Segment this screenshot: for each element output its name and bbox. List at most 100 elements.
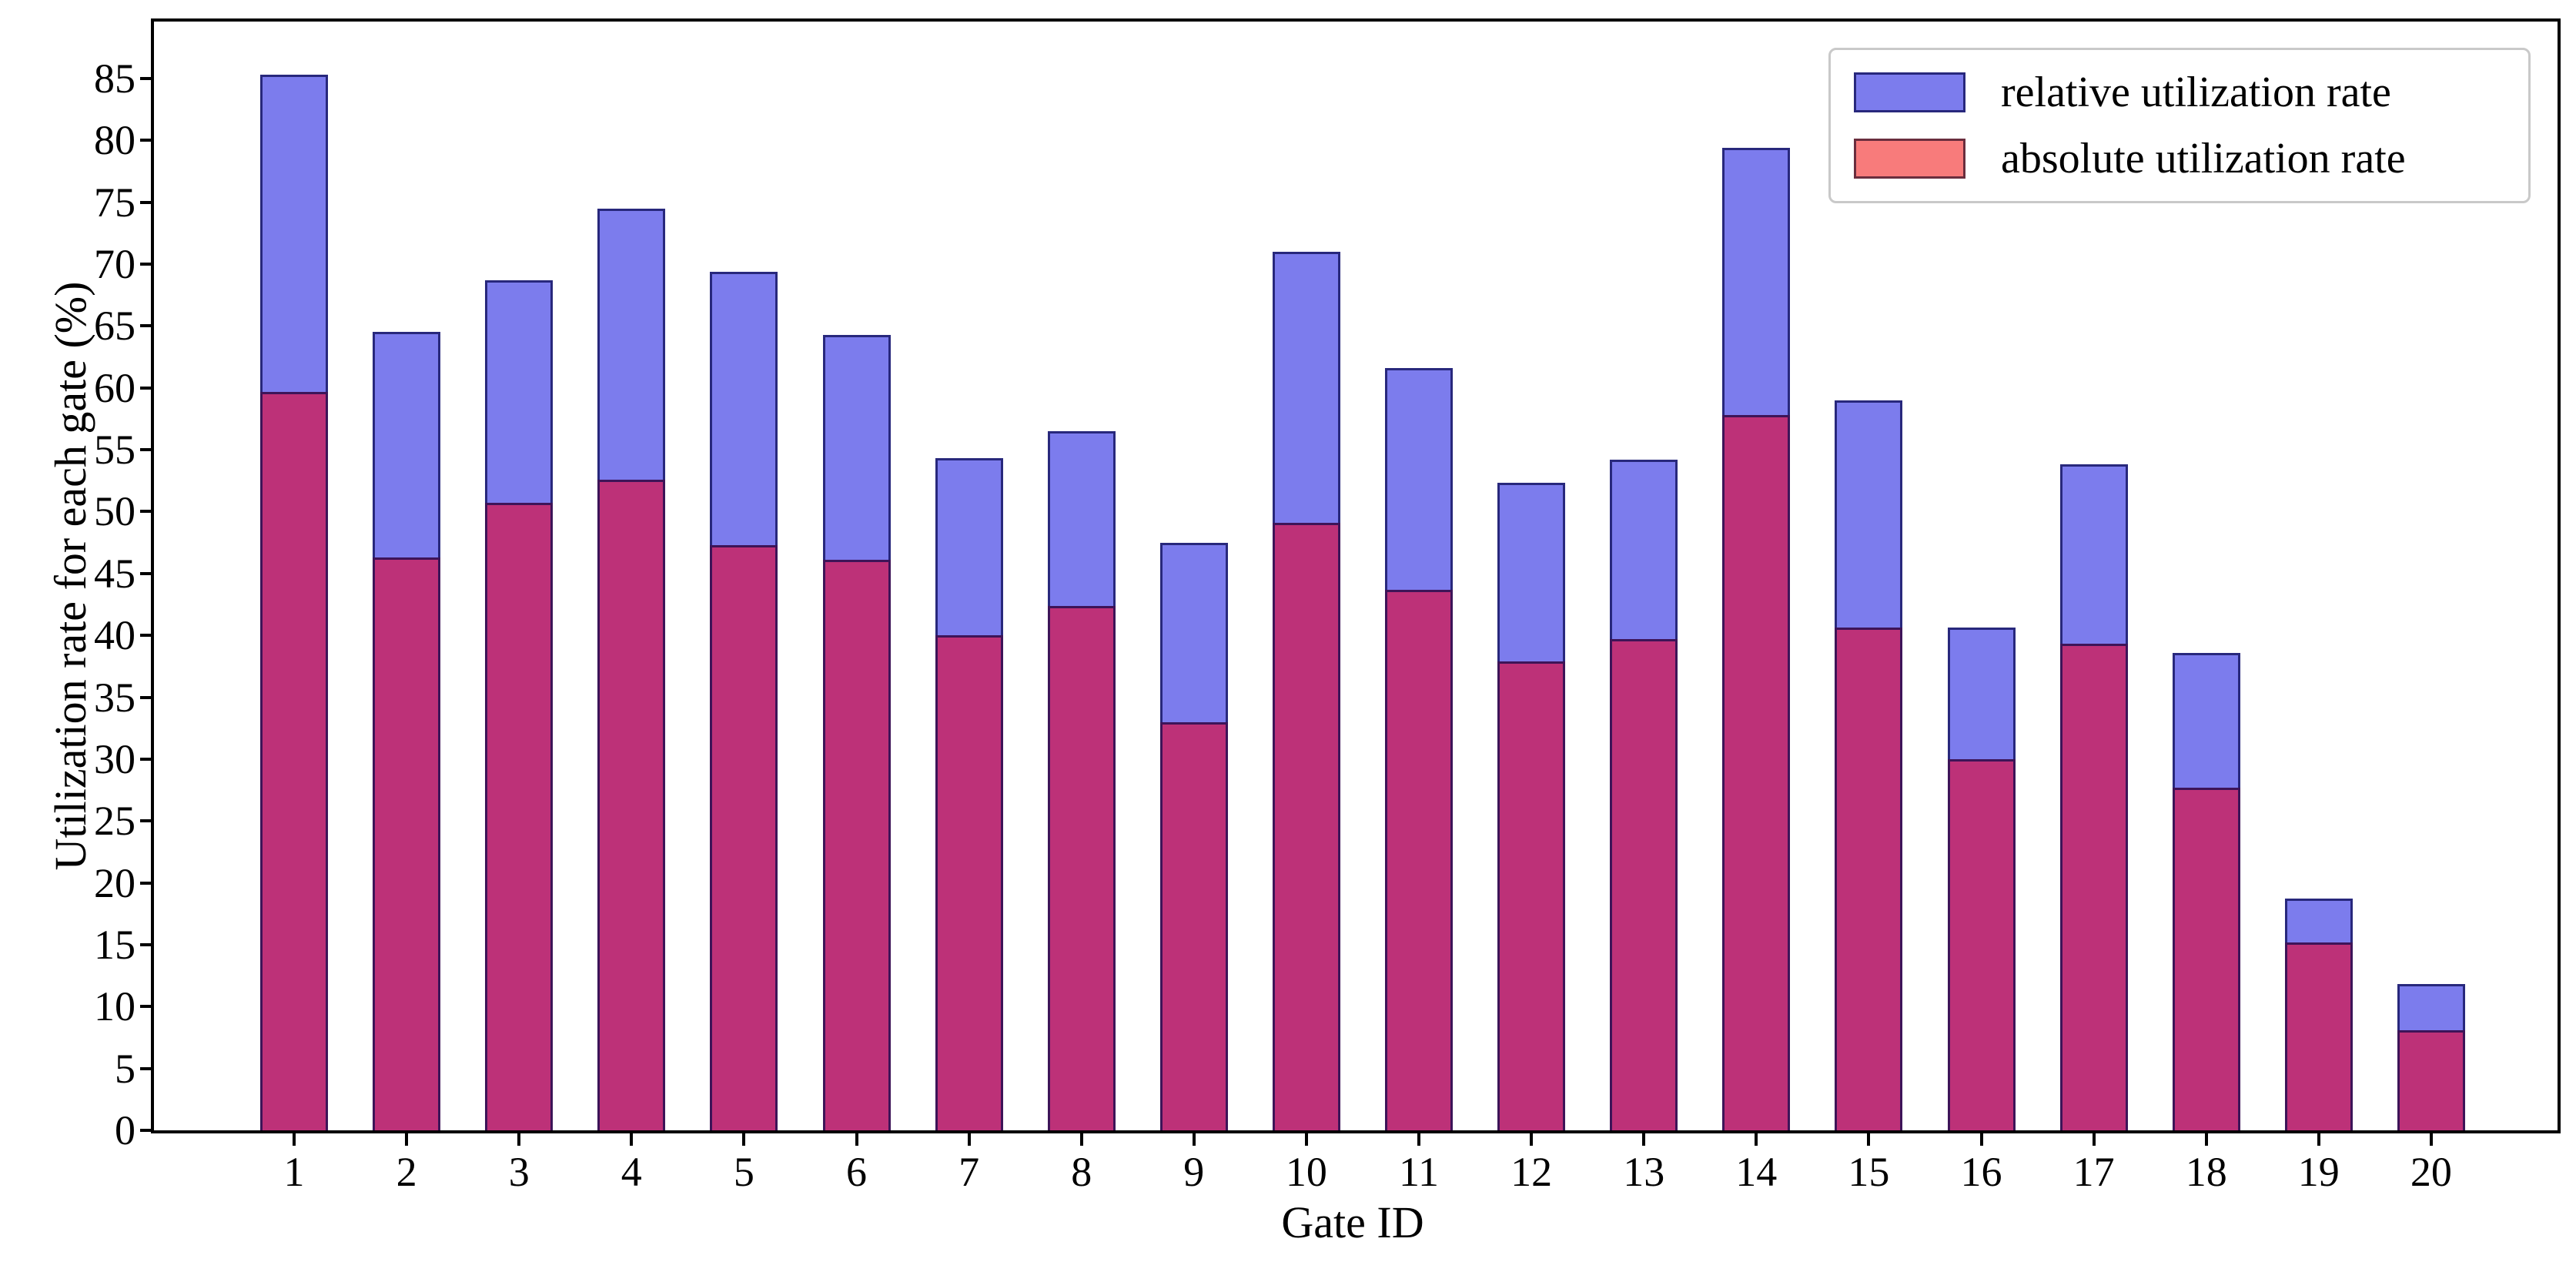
y-tick-label: 15 (94, 921, 135, 968)
bar-absolute-gate-8 (1047, 606, 1116, 1130)
y-tick-label: 20 (94, 859, 135, 906)
y-tick-label: 85 (94, 55, 135, 102)
x-tick-mark (293, 1133, 296, 1146)
bar-absolute-gate-1 (260, 392, 328, 1130)
y-tick-label: 75 (94, 179, 135, 226)
bar-absolute-gate-15 (1835, 628, 1903, 1130)
y-tick-label: 80 (94, 117, 135, 164)
y-tick-label: 5 (115, 1045, 135, 1092)
bar-absolute-gate-10 (1272, 523, 1340, 1130)
y-tick-mark (140, 1066, 151, 1070)
y-tick-label: 65 (94, 303, 135, 350)
y-tick-mark (140, 881, 151, 885)
x-tick-label: 20 (2410, 1149, 2452, 1195)
x-tick-mark (1417, 1133, 1420, 1146)
x-tick-label: 7 (958, 1149, 980, 1195)
y-tick-label: 0 (115, 1107, 135, 1153)
x-tick-mark (2429, 1133, 2433, 1146)
x-tick-mark (630, 1133, 634, 1146)
x-tick-mark (855, 1133, 858, 1146)
bar-absolute-gate-11 (1385, 590, 1453, 1130)
legend-label-relative: relative utilization rate (2001, 69, 2391, 116)
y-tick-mark (140, 634, 151, 638)
y-tick-mark (140, 263, 151, 266)
y-tick-label: 70 (94, 241, 135, 287)
x-tick-mark (517, 1133, 521, 1146)
x-tick-label: 9 (1183, 1149, 1205, 1195)
x-tick-mark (405, 1133, 409, 1146)
x-tick-mark (1642, 1133, 1646, 1146)
legend-label-absolute: absolute utilization rate (2001, 135, 2406, 182)
y-tick-label: 40 (94, 612, 135, 659)
x-tick-mark (2317, 1133, 2320, 1146)
x-tick-mark (967, 1133, 971, 1146)
x-axis-title: Gate ID (1281, 1197, 1424, 1247)
bar-absolute-gate-6 (822, 560, 891, 1130)
x-tick-mark (1530, 1133, 1534, 1146)
x-tick-label: 19 (2297, 1149, 2340, 1195)
y-tick-label: 60 (94, 364, 135, 411)
legend-swatch-absolute (1854, 139, 1965, 179)
bar-absolute-gate-3 (485, 503, 554, 1130)
x-tick-mark (2204, 1133, 2208, 1146)
x-tick-label: 5 (733, 1149, 754, 1195)
y-tick-mark (140, 200, 151, 204)
x-tick-label: 13 (1623, 1149, 1665, 1195)
y-tick-mark (140, 76, 151, 80)
bar-absolute-gate-7 (935, 635, 1003, 1130)
bar-absolute-gate-4 (597, 480, 666, 1130)
bar-absolute-gate-19 (2284, 942, 2353, 1130)
x-tick-mark (1755, 1133, 1758, 1146)
legend-swatch-relative (1854, 72, 1965, 112)
x-tick-label: 6 (846, 1149, 867, 1195)
y-tick-mark (140, 942, 151, 946)
y-tick-mark (140, 695, 151, 699)
bar-absolute-gate-14 (1722, 415, 1791, 1130)
x-tick-label: 16 (1960, 1149, 2002, 1195)
y-tick-mark (140, 324, 151, 328)
y-tick-mark (140, 1129, 151, 1132)
y-tick-label: 30 (94, 735, 135, 782)
y-tick-mark (140, 386, 151, 390)
bar-absolute-gate-2 (373, 557, 441, 1130)
y-tick-mark (140, 510, 151, 514)
bar-absolute-gate-5 (710, 545, 778, 1130)
x-tick-label: 14 (1735, 1149, 1778, 1195)
x-tick-label: 11 (1399, 1149, 1439, 1195)
x-tick-label: 18 (2185, 1149, 2227, 1195)
y-tick-mark (140, 448, 151, 452)
plot-area (151, 18, 2561, 1133)
legend-item-absolute: absolute utilization rate (1854, 136, 2528, 182)
x-tick-mark (1304, 1133, 1308, 1146)
x-tick-label: 2 (396, 1149, 417, 1195)
bar-absolute-gate-9 (1159, 722, 1228, 1130)
y-tick-mark (140, 139, 151, 142)
x-tick-mark (1867, 1133, 1871, 1146)
bar-absolute-gate-16 (1947, 759, 2016, 1130)
x-tick-mark (2092, 1133, 2096, 1146)
y-axis-title: Utilization rate for each gate (%) (45, 281, 95, 871)
y-tick-label: 35 (94, 674, 135, 721)
x-tick-mark (1979, 1133, 1983, 1146)
y-tick-label: 10 (94, 983, 135, 1030)
y-tick-label: 45 (94, 550, 135, 597)
y-tick-label: 25 (94, 798, 135, 845)
x-tick-mark (742, 1133, 746, 1146)
x-tick-label: 4 (621, 1149, 642, 1195)
y-tick-label: 50 (94, 488, 135, 535)
x-tick-label: 8 (1071, 1149, 1092, 1195)
x-tick-label: 17 (2073, 1149, 2115, 1195)
bar-absolute-gate-20 (2397, 1030, 2465, 1130)
bar-absolute-gate-13 (1610, 639, 1678, 1130)
bar-absolute-gate-12 (1497, 661, 1566, 1130)
x-tick-label: 12 (1510, 1149, 1553, 1195)
x-tick-label: 10 (1285, 1149, 1327, 1195)
x-tick-label: 15 (1848, 1149, 1890, 1195)
y-tick-mark (140, 571, 151, 575)
y-tick-label: 55 (94, 427, 135, 474)
x-tick-mark (1192, 1133, 1196, 1146)
legend: relative utilization rate absolute utili… (1828, 48, 2531, 203)
bar-absolute-gate-17 (2059, 644, 2128, 1130)
y-tick-mark (140, 757, 151, 761)
